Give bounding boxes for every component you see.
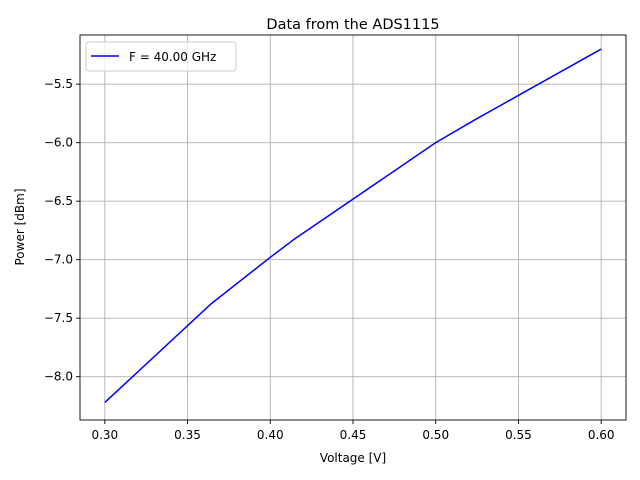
chart-title: Data from the ADS1115 bbox=[266, 17, 439, 33]
x-tick-label: 0.35 bbox=[174, 428, 201, 442]
y-tick-label: −6.0 bbox=[44, 136, 73, 150]
x-tick-label: 0.45 bbox=[340, 428, 367, 442]
x-axis-ticks: 0.30 0.35 0.40 0.45 0.50 0.55 0.60 bbox=[91, 420, 615, 442]
y-tick-label: −7.0 bbox=[44, 253, 73, 267]
x-tick-label: 0.60 bbox=[588, 428, 615, 442]
x-tick-label: 0.30 bbox=[91, 428, 118, 442]
y-tick-label: −8.0 bbox=[44, 370, 73, 384]
grid-layer bbox=[80, 35, 626, 420]
y-tick-label: −7.5 bbox=[44, 311, 73, 325]
x-axis-label: Voltage [V] bbox=[320, 451, 386, 465]
x-tick-label: 0.55 bbox=[505, 428, 532, 442]
series-layer bbox=[104, 48, 602, 403]
series-line bbox=[104, 48, 602, 403]
x-tick-label: 0.40 bbox=[257, 428, 284, 442]
x-tick-label: 0.50 bbox=[422, 428, 449, 442]
y-axis-ticks: −8.0 −7.5 −7.0 −6.5 −6.0 −5.5 bbox=[44, 77, 80, 384]
legend-box bbox=[85, 41, 237, 72]
legend-label: F = 40.00 GHz bbox=[129, 50, 216, 64]
y-tick-label: −6.5 bbox=[44, 194, 73, 208]
y-tick-label: −5.5 bbox=[44, 77, 73, 91]
y-axis-label: Power [dBm] bbox=[13, 189, 27, 266]
legend: F = 40.00 GHz bbox=[85, 41, 237, 72]
